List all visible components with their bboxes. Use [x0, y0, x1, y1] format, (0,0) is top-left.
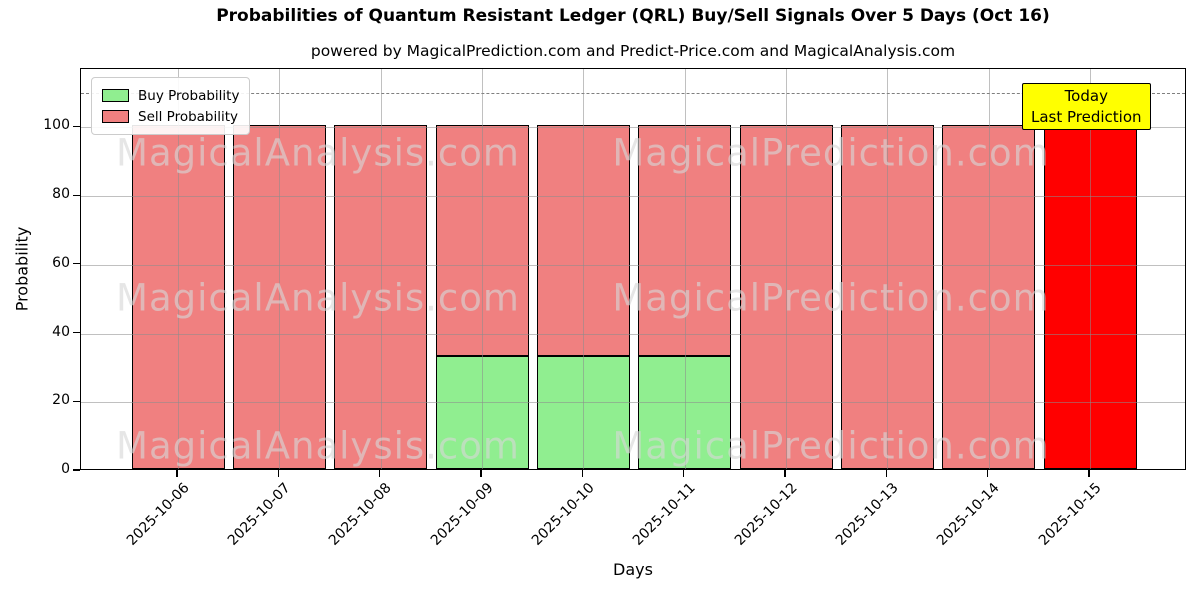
x-axis-label: Days: [613, 560, 653, 579]
x-tick-mark: [379, 470, 381, 477]
x-tick-label: 2025-10-07: [224, 480, 294, 549]
legend-item: Sell Probability: [102, 106, 239, 127]
v-gridline: [482, 69, 483, 469]
x-tick-label: 2025-10-12: [731, 480, 801, 549]
watermark-text: MagicalAnalysis.com: [116, 424, 520, 468]
x-tick-mark: [277, 470, 279, 477]
x-tick-mark: [885, 470, 887, 477]
v-gridline: [1090, 69, 1091, 469]
v-gridline: [178, 69, 179, 469]
x-tick-label: 2025-10-09: [427, 480, 497, 549]
h-gridline: [81, 127, 1185, 129]
v-gridline: [380, 69, 382, 469]
legend-item-label: Buy Probability: [138, 87, 240, 104]
v-gridline: [786, 69, 787, 469]
plot-area: Buy Probability Sell Probability Today Las…: [80, 68, 1186, 470]
legend: Buy Probability Sell Probability: [91, 77, 251, 135]
y-tick-label: 20: [52, 392, 70, 409]
annotation-line: Last Prediction: [1031, 107, 1142, 126]
annotation-line: Today: [1064, 87, 1108, 105]
y-tick-label: 0: [61, 461, 70, 477]
y-tick-mark: [73, 469, 80, 471]
sell-swatch: [102, 110, 129, 123]
watermark-text: MagicalPrediction.com: [612, 131, 1050, 175]
y-tick-label: 100: [43, 117, 70, 134]
v-gridline: [887, 69, 889, 469]
x-tick-mark: [581, 470, 583, 477]
watermark-text: MagicalPrediction.com: [612, 276, 1050, 320]
buy-swatch: [102, 89, 129, 102]
x-tick-mark: [784, 470, 786, 477]
x-tick-label: 2025-10-10: [528, 480, 598, 549]
h-gridline: [81, 402, 1185, 404]
watermark-text: MagicalPrediction.com: [612, 424, 1050, 468]
x-tick-mark: [987, 470, 989, 477]
chart-title: Probabilities of Quantum Resistant Ledge…: [216, 6, 1050, 26]
x-tick-mark: [480, 470, 482, 477]
watermark-text: MagicalAnalysis.com: [116, 276, 520, 320]
legend-item-label: Sell Probability: [138, 108, 239, 125]
x-tick-label: 2025-10-08: [326, 480, 395, 549]
v-gridline: [684, 69, 686, 469]
legend-item: Buy Probability: [102, 85, 239, 106]
y-tick-mark: [73, 331, 80, 334]
x-tick-label: 2025-10-13: [832, 480, 902, 549]
threshold-dashed-line: [81, 93, 1185, 95]
h-gridline: [81, 196, 1185, 198]
x-tick-mark: [683, 470, 685, 477]
today-annotation: Today Last Prediction: [1022, 83, 1151, 130]
y-axis-label: Probability: [12, 226, 32, 312]
y-tick-mark: [73, 400, 80, 402]
x-tick-label: 2025-10-14: [934, 480, 1003, 549]
v-gridline: [583, 69, 585, 469]
y-tick-mark: [73, 263, 80, 265]
y-tick-label: 60: [52, 254, 70, 271]
y-tick-label: 80: [52, 186, 70, 203]
x-tick-label: 2025-10-15: [1035, 480, 1105, 549]
x-tick-label: 2025-10-06: [123, 480, 193, 549]
h-gridline: [81, 333, 1185, 335]
watermark-text: MagicalAnalysis.com: [116, 131, 520, 175]
h-gridline: [81, 264, 1185, 266]
chart-subtitle: powered by MagicalPrediction.com and Pre…: [310, 42, 956, 60]
y-tick-mark: [73, 125, 80, 127]
v-gridline: [279, 69, 281, 469]
x-tick-mark: [176, 470, 178, 477]
y-tick-label: 40: [52, 323, 70, 340]
x-tick-mark: [1088, 470, 1090, 477]
v-gridline: [988, 69, 990, 469]
y-tick-mark: [73, 194, 80, 196]
x-tick-label: 2025-10-11: [630, 480, 699, 549]
